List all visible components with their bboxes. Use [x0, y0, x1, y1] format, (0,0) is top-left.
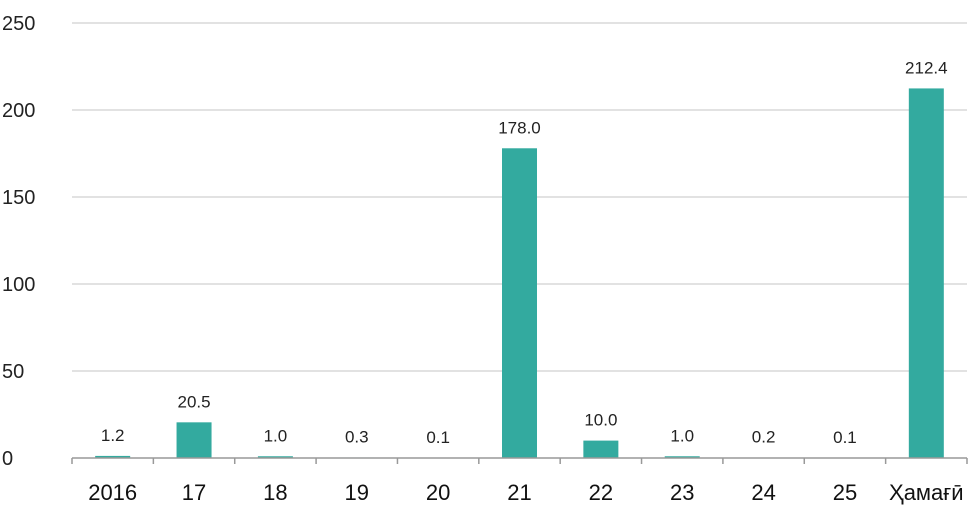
x-category-label: 20 [426, 480, 450, 505]
x-category-label: Ҳамағӣ [889, 480, 964, 505]
y-axis-ticks: 0 50 100 150 200 250 [2, 13, 35, 470]
bars [95, 88, 944, 458]
y-tick-label: 0 [2, 448, 13, 470]
data-label: 1.0 [264, 426, 288, 445]
bar [257, 456, 293, 458]
x-category-label: 17 [182, 480, 206, 505]
x-category-label: 19 [345, 480, 369, 505]
x-axis-categories: 2016 17 18 19 20 21 22 23 24 25 Ҳамағӣ [88, 480, 963, 505]
x-category-label: 24 [751, 480, 775, 505]
y-tick-label: 200 [2, 100, 35, 122]
x-category-label: 23 [670, 480, 694, 505]
y-tick-label: 100 [2, 274, 35, 296]
bar [502, 148, 537, 458]
data-labels: 1.2 20.5 1.0 0.3 0.1 178.0 10.0 1.0 0.2 0.1 212.4 [101, 58, 948, 446]
x-category-label: 18 [263, 480, 287, 505]
data-label: 212.4 [905, 58, 948, 77]
data-label: 1.0 [670, 426, 694, 445]
data-label: 10.0 [584, 411, 617, 430]
data-label: 1.2 [101, 426, 125, 445]
y-tick-label: 150 [2, 187, 35, 209]
y-tick-label: 250 [2, 13, 35, 35]
data-label: 0.1 [833, 428, 857, 447]
bar [908, 88, 944, 458]
bar [664, 456, 700, 458]
x-category-label: 21 [507, 480, 531, 505]
data-label: 20.5 [177, 392, 210, 411]
bar [176, 422, 212, 458]
x-category-label: 22 [589, 480, 613, 505]
bar [583, 440, 619, 458]
x-category-label: 2016 [88, 480, 137, 505]
x-category-label: 25 [833, 480, 857, 505]
data-label: 0.3 [345, 427, 369, 446]
y-tick-label: 50 [2, 361, 24, 383]
data-label: 178.0 [498, 118, 541, 137]
data-label: 0.1 [426, 428, 450, 447]
x-axis [71, 457, 968, 464]
data-label: 0.2 [752, 428, 776, 447]
bar [95, 455, 131, 458]
